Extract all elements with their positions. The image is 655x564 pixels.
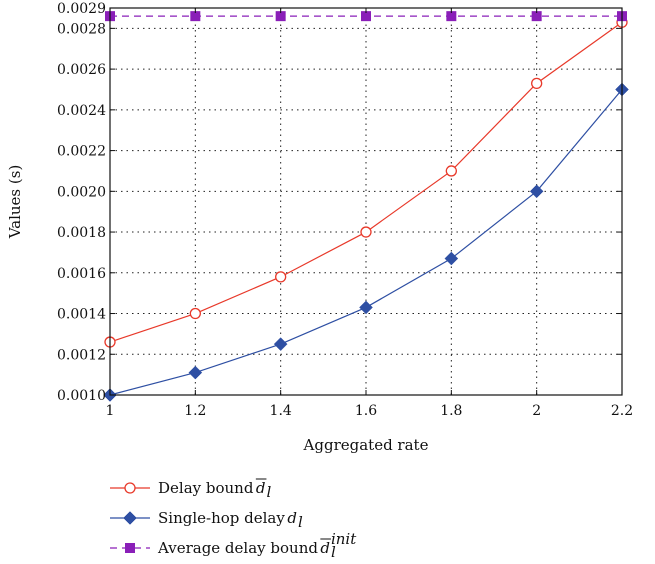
data-point [444,251,459,266]
y-tick-label: 0.0024 [57,103,106,119]
x-tick-label: 1.8 [440,403,462,419]
x-tick-label: 2 [532,403,541,419]
y-tick-label: 0.0028 [57,21,106,37]
series-1 [104,16,628,348]
data-point [531,77,543,90]
data-point [445,165,457,177]
grid [110,8,622,395]
legend-marker [123,511,137,525]
legend-label: Average delay bound [157,539,318,557]
series-layer [103,11,629,402]
y-tick-label: 0.0022 [57,144,106,160]
y-tick-label: 0.0016 [57,266,106,282]
x-tick-label: 1 [106,403,115,419]
legend-label: Single-hop delay [158,509,285,527]
y-tick-label: 0.0014 [57,307,106,323]
data-point [189,307,201,320]
series-2 [103,82,629,402]
data-point [360,226,372,238]
x-axis-label: Aggregated rate [303,436,429,454]
legend-superscript: init [331,530,357,548]
legend-subscript: l [331,543,336,561]
y-tick-label: 0.0026 [57,62,106,78]
data-point [273,337,288,351]
y-tick-label: 0.0018 [57,225,106,241]
axis-ticks: 1 1.2 1.4 1.6 1.8 2 2.2 0.0010 0.0012 0.0014 0.001… [57,1,633,419]
legend-marker [124,482,136,494]
legend-symbol: d [287,509,297,527]
data-point [359,300,373,315]
x-tick-label: 1.4 [270,403,292,419]
x-tick-label: 1.6 [355,403,377,419]
legend-marker [125,543,135,553]
y-tick-label: 0.0010 [57,388,106,404]
legend-subscript: l [266,483,271,501]
y-tick-label: 0.0012 [57,347,106,363]
x-tick-label: 2.2 [611,403,633,419]
y-axis-label: Values (s) [6,165,24,240]
data-point [275,271,287,283]
x-tick-label: 1.2 [184,403,206,419]
data-point [188,365,203,380]
legend-symbol: d [256,479,266,497]
y-tick-label: 0.0020 [57,184,106,200]
legend-subscript: l [298,513,303,531]
data-point [529,184,544,199]
y-tick-label: 0.0029 [57,1,106,17]
legend-symbol: d [320,539,330,557]
legend-label: Delay bound [158,479,254,497]
